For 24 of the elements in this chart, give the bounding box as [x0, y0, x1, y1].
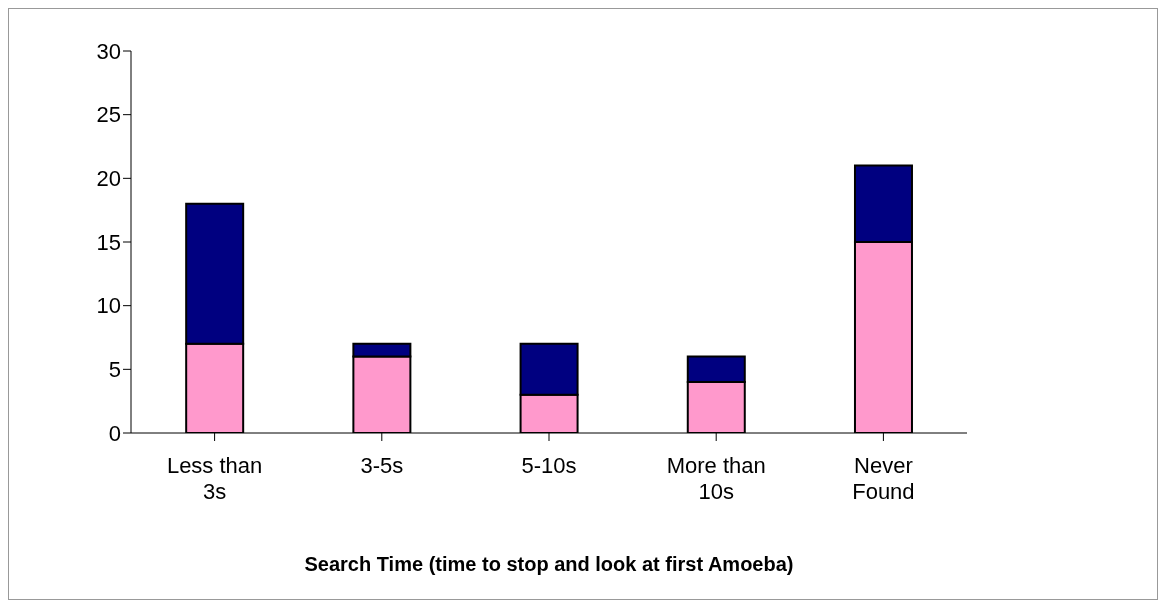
x-tick-label: 3-5s — [360, 453, 404, 478]
bar — [185, 202, 245, 345]
bar — [185, 342, 245, 433]
x-tick-label: More than 10s — [666, 453, 766, 504]
bar — [853, 241, 913, 433]
x-tick-label: 5-10s — [521, 453, 577, 478]
y-tick-label: 15 — [96, 229, 121, 255]
bar — [853, 164, 913, 243]
bar — [519, 393, 579, 433]
bar — [686, 381, 746, 433]
x-axis-title: Search Time (time to stop and look at first Amoeba) — [304, 553, 794, 575]
y-tick-label: 10 — [96, 293, 121, 319]
bar — [352, 342, 412, 358]
x-tick-label: Less than 3s — [166, 453, 263, 504]
bar — [519, 342, 579, 396]
y-tick-label: 30 — [96, 38, 121, 64]
bar — [686, 355, 746, 384]
y-tick-label: 5 — [108, 357, 121, 383]
y-tick-label: 20 — [96, 166, 121, 192]
y-tick-label: 0 — [108, 420, 121, 446]
y-tick-label: 25 — [96, 102, 121, 128]
chart-frame: Less than 3s 3-5s 5-10s More than 10s Never Found Search Time (time to stop and look at first Amoeba) 0 5 10 15 20 25 30 — [8, 8, 1158, 600]
x-tick-label: Never Found — [852, 453, 915, 504]
bar — [352, 355, 412, 433]
